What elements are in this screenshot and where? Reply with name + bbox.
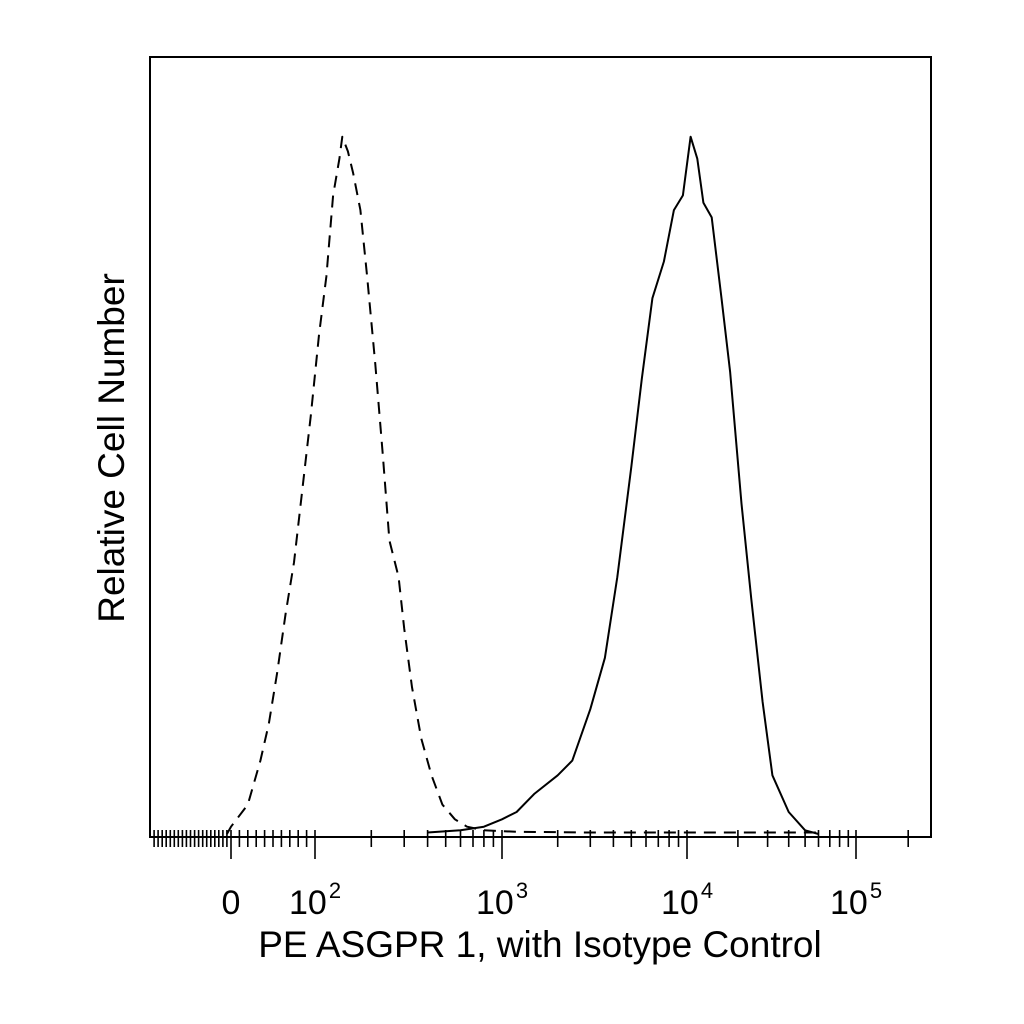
isotype-control-series: [226, 135, 819, 835]
x-tick-labels: 0 102 103 104 105: [222, 878, 883, 922]
x-tick-label: 102: [289, 878, 341, 922]
tick-label-exponent: 2: [329, 878, 341, 903]
x-axis-title: PE ASGPR 1, with Isotype Control: [258, 924, 821, 965]
tick-label-base: 10: [476, 884, 514, 922]
x-tick-label: 104: [661, 878, 713, 922]
tick-label-base: 10: [289, 884, 327, 922]
tick-label-base: 10: [661, 884, 699, 922]
x-axis-ticks: [153, 830, 910, 859]
pe-asgpr1-series: [427, 135, 819, 835]
y-axis-title: Relative Cell Number: [91, 273, 132, 623]
x-tick-label: 105: [830, 878, 882, 922]
x-tick-label: 0: [222, 884, 241, 922]
tick-label-base: 10: [830, 884, 868, 922]
x-tick-label: 103: [476, 878, 528, 922]
tick-label-exponent: 5: [870, 878, 882, 903]
plot-frame: [149, 56, 932, 838]
tick-label-exponent: 4: [701, 878, 713, 903]
series-layer: [226, 135, 819, 835]
tick-label-exponent: 3: [516, 878, 528, 903]
